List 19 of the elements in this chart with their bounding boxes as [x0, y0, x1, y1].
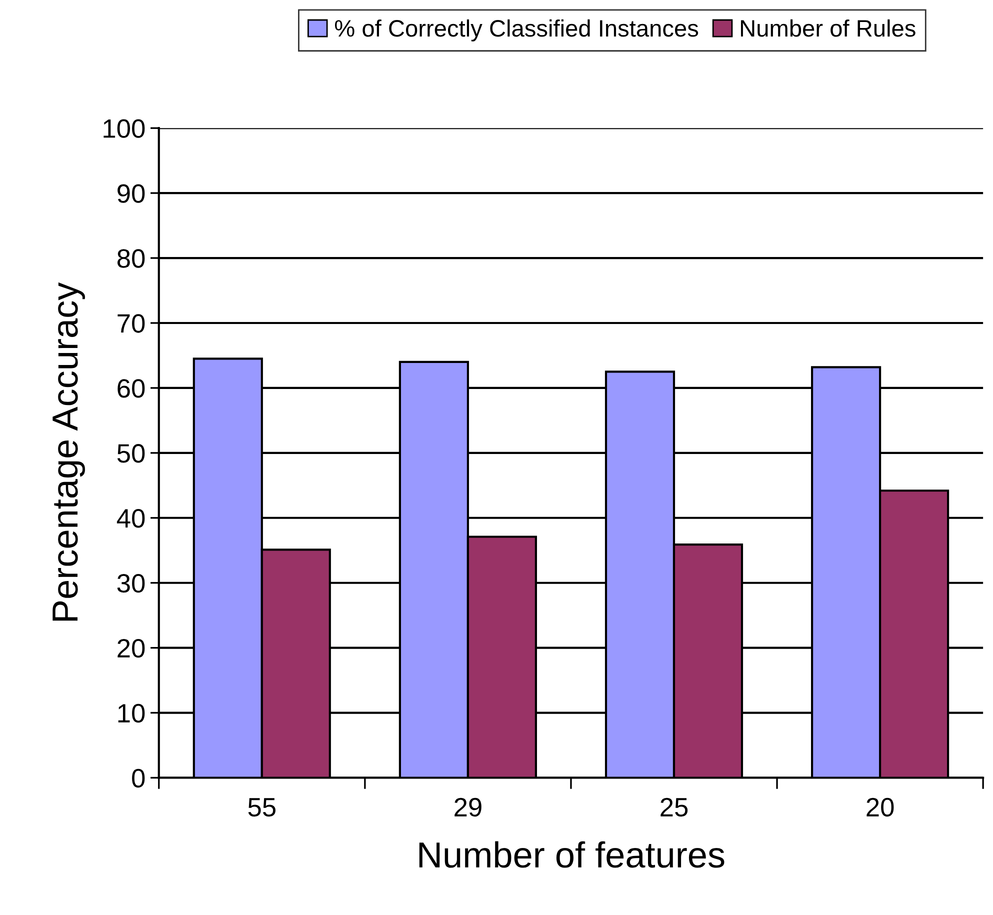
y-tick-label: 30 [117, 574, 145, 593]
x-tick-label: 29 [454, 798, 482, 817]
x-tick-label: 55 [248, 798, 276, 817]
y-tick-label: 100 [104, 119, 145, 138]
y-tick-label: 80 [117, 249, 145, 268]
x-tick-label: 20 [866, 798, 894, 817]
y-tick-label: 50 [117, 444, 145, 463]
y-tick-label: 70 [118, 314, 145, 333]
y-axis-title: Percentage Accuracy [52, 282, 85, 621]
y-tick-label: 60 [118, 379, 145, 398]
x-tick-label: 25 [660, 798, 688, 817]
y-tick-label: 90 [118, 184, 145, 203]
x-axis-title: Number of features [419, 841, 724, 868]
legend-label: Number of Rules [740, 19, 916, 37]
legend-label: % of Correctly Classified Instances [334, 19, 698, 42]
y-tick-label: 40 [116, 509, 145, 528]
y-tick-label: 0 [132, 768, 145, 788]
y-tick-label: 20 [118, 638, 145, 658]
y-tick-label: 10 [118, 704, 145, 723]
